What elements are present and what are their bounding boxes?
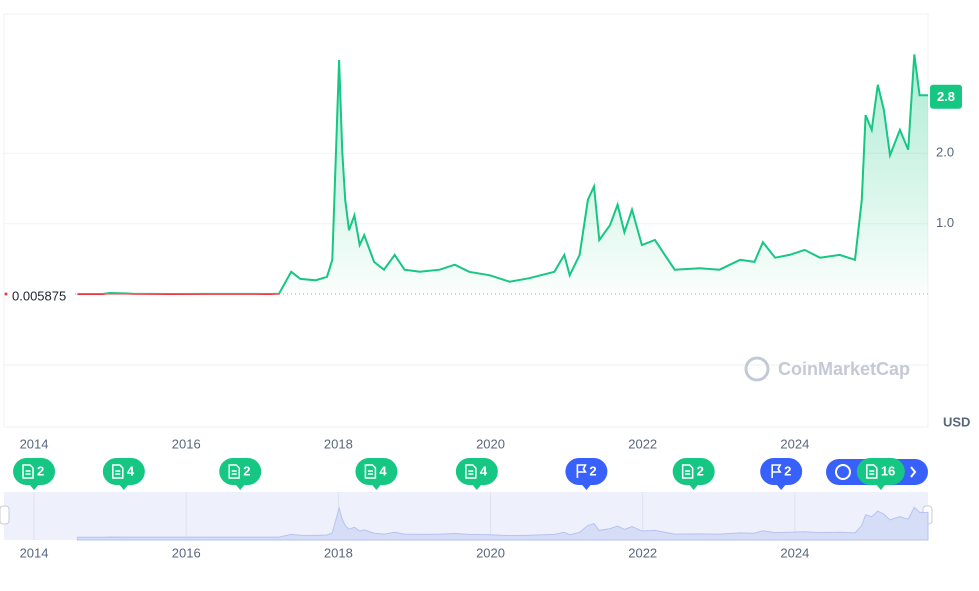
doc-icon	[681, 464, 694, 479]
event-pointer	[118, 484, 129, 490]
navigator-handle-left[interactable]	[0, 505, 10, 525]
event-badge	[760, 458, 803, 485]
reference-dot	[4, 292, 8, 296]
flag-icon	[771, 464, 782, 478]
event-badge	[672, 458, 715, 485]
event-pointer	[29, 484, 40, 490]
current-price-badge	[930, 84, 962, 109]
event-count: 2	[784, 463, 791, 478]
x-tick-label: 2016	[172, 436, 201, 451]
y-tick-label: 1.0	[936, 215, 954, 230]
doc-icon	[364, 464, 377, 479]
watermark-logo	[744, 356, 770, 382]
cmc-icon	[835, 464, 851, 480]
navigator-tick-label: 2022	[628, 545, 657, 560]
x-tick-label: 2014	[20, 436, 49, 451]
event-pointer	[581, 484, 592, 490]
event-badge	[13, 458, 56, 485]
event-count: 16	[881, 463, 895, 478]
event-count: 2	[589, 463, 596, 478]
navigator-tick-label: 2014	[20, 545, 49, 560]
x-tick-label: 2022	[628, 436, 657, 451]
event-count: 4	[379, 463, 387, 478]
doc-icon	[465, 464, 477, 479]
doc-icon	[228, 464, 240, 479]
event-pointer	[471, 484, 482, 490]
chevron	[910, 466, 917, 478]
event-pointer	[688, 484, 699, 490]
navigator-tick-label: 2020	[476, 545, 505, 560]
flag-icon	[576, 464, 587, 478]
reference-label: 0.005875	[12, 288, 66, 303]
navigator-tick-label: 2018	[324, 545, 353, 560]
event-badge	[219, 458, 262, 485]
price-area	[77, 54, 928, 294]
event-badge	[102, 458, 145, 485]
watermark: CoinMarketCap	[778, 359, 910, 379]
event-badge	[565, 458, 608, 485]
x-tick-label: 2018	[324, 436, 353, 451]
event-count: 2	[243, 463, 250, 478]
price-line	[77, 54, 928, 294]
x-tick-label: 2024	[780, 436, 809, 451]
doc-icon	[22, 464, 34, 479]
doc-icon	[112, 464, 124, 479]
y-tick-label: 2.0	[936, 145, 954, 160]
navigator-area	[76, 506, 929, 541]
navigator-tick-label: 2016	[172, 545, 201, 560]
navigator-tick-label: 2024	[780, 545, 809, 560]
event-pointer	[875, 484, 886, 490]
doc-icon	[866, 464, 878, 479]
currency-label: USD	[943, 414, 970, 429]
event-badge	[455, 458, 498, 485]
event-badge	[355, 458, 398, 485]
current-price-label: 2.8	[937, 89, 955, 104]
event-pointer	[371, 484, 382, 490]
event-count: 4	[480, 463, 488, 478]
event-pointer	[776, 484, 787, 490]
x-tick-label: 2020	[476, 436, 505, 451]
event-count: 2	[37, 463, 44, 478]
event-count: 4	[127, 463, 135, 478]
event-count: 2	[697, 463, 704, 478]
event-pointer	[235, 484, 246, 490]
